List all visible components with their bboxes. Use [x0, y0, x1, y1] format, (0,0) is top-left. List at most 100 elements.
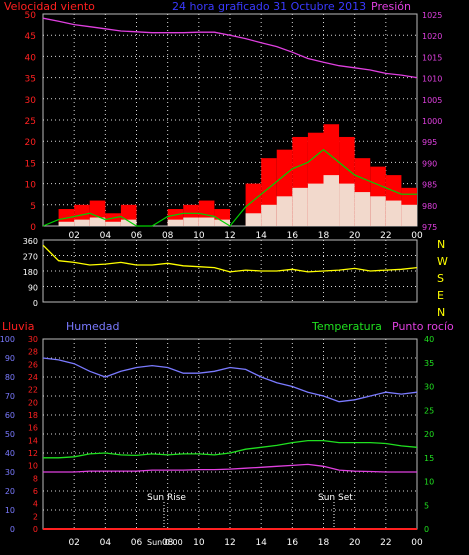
- temperature-tick: 10: [424, 478, 434, 487]
- average-bar: [292, 187, 308, 226]
- x-tick: 10: [193, 231, 205, 241]
- x-tick: 16: [287, 538, 299, 548]
- compass-label: E: [437, 289, 444, 302]
- pressure-tick: 1010: [422, 75, 442, 84]
- wind-speed-tick: 25: [25, 117, 36, 127]
- x-tick: 22: [380, 538, 391, 548]
- x-tick: 02: [68, 538, 79, 548]
- compass-label: W: [437, 255, 448, 268]
- x-tick: 18: [318, 538, 330, 548]
- pressure-line: [42, 17, 418, 79]
- humidity-tick: 30: [5, 468, 15, 477]
- rain-tick: 6: [33, 487, 38, 496]
- temperature-tick: 20: [424, 430, 434, 439]
- rain-tick: 0: [33, 525, 38, 534]
- average-bar: [323, 175, 340, 226]
- x-tick: 20: [349, 231, 361, 241]
- x-tick: 08: [162, 538, 174, 548]
- humidity-tick: 100: [0, 335, 15, 344]
- average-bar: [214, 219, 230, 226]
- humidity-tick: 20: [5, 487, 15, 496]
- rain-tick: 28: [28, 348, 38, 357]
- x-tick: 04: [100, 538, 112, 548]
- direction-axis: 0 90 180 270 360: [23, 237, 38, 308]
- temperature-tick: 30: [424, 383, 434, 392]
- rain-tick: 24: [28, 373, 38, 382]
- humidity-tick: 10: [5, 506, 15, 515]
- dewpoint-title: Punto rocío: [392, 320, 454, 333]
- pressure-title: Presión: [371, 0, 411, 13]
- rain-tick: 26: [28, 360, 38, 369]
- average-bar: [354, 192, 371, 226]
- x-axis-top: 02 04 06 08 10 12 14 16 18 20 22 00: [68, 231, 423, 241]
- pressure-tick: 1005: [422, 96, 442, 105]
- pressure-tick: 1020: [422, 32, 442, 41]
- wind-gust-bars: [58, 124, 417, 226]
- temperature-line: [43, 439, 418, 459]
- humidity-axis: 0 10 20 30 40 50 60 70 80 90 100: [0, 335, 15, 534]
- pressure-tick: 980: [422, 202, 437, 211]
- humidity-tick: 80: [5, 373, 15, 382]
- humidity-tick: 40: [5, 449, 15, 458]
- temperature-axis: 0 5 10 15 20 25 30 35 40: [424, 335, 434, 534]
- pressure-tick: 1000: [422, 117, 442, 126]
- x-axis-bottom: 02 04 06 08 10 12 14 16 18 20 22 00: [68, 538, 423, 548]
- pressure-tick: 995: [422, 138, 437, 147]
- average-bar: [105, 221, 121, 226]
- x-tick: 16: [287, 231, 299, 241]
- average-bar: [120, 219, 137, 226]
- average-bar: [58, 221, 75, 226]
- rain-tick: 18: [28, 411, 38, 420]
- rain-tick: 22: [28, 386, 38, 395]
- x-tick: 08: [162, 231, 174, 241]
- rain-tick: 14: [28, 436, 38, 445]
- average-bar: [401, 204, 417, 226]
- wind-speed-title: Velocidad viento: [4, 0, 95, 13]
- temperature-tick: 5: [424, 501, 429, 510]
- x-tick: 02: [68, 231, 79, 241]
- x-tick: 00: [411, 538, 423, 548]
- rain-tick: 30: [28, 335, 38, 344]
- rain-title: Lluvia: [2, 320, 34, 333]
- x-mid-label: Sun 0:00: [147, 538, 183, 547]
- rain-tick: 2: [33, 512, 38, 521]
- temperature-tick: 40: [424, 335, 434, 344]
- average-bar: [370, 196, 386, 226]
- average-bar: [261, 204, 277, 226]
- direction-tick: 360: [23, 237, 38, 246]
- wind-speed-tick: 5: [30, 202, 36, 212]
- x-tick: 06: [131, 231, 143, 241]
- wind-speed-tick: 45: [25, 32, 36, 42]
- rain-tick: 10: [28, 462, 38, 471]
- wind-direction-line: [42, 244, 418, 273]
- pressure-tick: 1015: [422, 53, 442, 62]
- wind-speed-tick: 0: [30, 223, 36, 233]
- wind-speed-tick: 30: [25, 96, 37, 106]
- pressure-tick: 1025: [422, 11, 442, 20]
- x-tick: 12: [224, 538, 235, 548]
- series-layer: [42, 17, 418, 530]
- average-bar: [385, 200, 402, 226]
- rain-tick: 12: [28, 449, 38, 458]
- pressure-axis: 975 980 985 990 995 1000 1005 1010 1015 1020 1025: [422, 11, 442, 232]
- average-bar: [307, 183, 324, 226]
- x-tick: 10: [193, 538, 205, 548]
- x-tick: 04: [100, 231, 112, 241]
- sunrise-label: Sun Rise: [147, 493, 186, 503]
- direction-tick: 270: [23, 253, 38, 262]
- wind-speed-axis: 0 5 10 15 20 25 30 35 40 45 50: [25, 11, 37, 233]
- humidity-tick: 60: [5, 411, 15, 420]
- x-tick: 12: [224, 231, 235, 241]
- average-bar: [89, 217, 106, 226]
- humidity-tick: 50: [5, 430, 15, 439]
- average-bar: [167, 219, 184, 226]
- dewpoint-line: [43, 463, 417, 473]
- pressure-tick: 975: [422, 223, 437, 232]
- pressure-tick: 985: [422, 181, 437, 190]
- average-bar: [198, 217, 215, 226]
- temperature-title: Temperatura: [311, 320, 382, 333]
- chart-title: 24 hora graficado 31 Octubre 2013: [172, 0, 366, 13]
- average-bar: [339, 183, 355, 226]
